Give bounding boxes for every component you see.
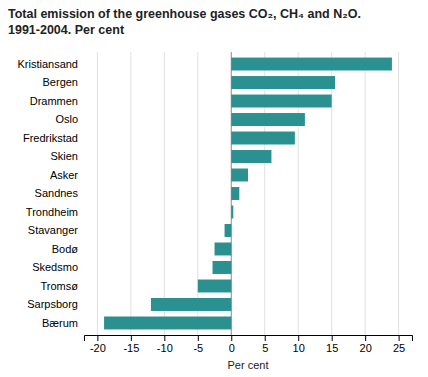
x-tick: 15 <box>326 335 338 354</box>
x-tick: 0 <box>229 335 235 354</box>
y-tick-label: Sarpsborg <box>27 298 78 310</box>
x-tick-mark <box>164 335 165 341</box>
y-tick: Bergen <box>43 76 78 88</box>
grid-line <box>264 52 265 335</box>
bars <box>104 58 392 330</box>
grid-line <box>97 52 98 335</box>
bar <box>231 113 305 126</box>
y-tick-label: Fredrikstad <box>23 132 78 144</box>
x-tick-label: 25 <box>393 342 405 354</box>
chart-title-line: Total emission of the greenhouse gases C… <box>8 7 361 21</box>
bar <box>231 58 392 71</box>
bar <box>231 76 335 89</box>
x-tick: 20 <box>360 335 372 354</box>
x-tick-mark <box>97 335 98 341</box>
x-tick-label: -10 <box>157 342 173 354</box>
y-tick: Sarpsborg <box>27 298 78 310</box>
x-axis: -20 -15 -10 -5 0 5 10 15 20 25 <box>85 335 413 354</box>
y-tick: Trondheim <box>26 206 78 218</box>
x-axis-line <box>85 336 413 342</box>
bar <box>215 243 232 256</box>
grid-line <box>130 52 131 335</box>
bar <box>231 150 271 163</box>
x-tick-label: -20 <box>90 342 106 354</box>
chart-container: Total emission of the greenhouse gases C… <box>0 0 428 377</box>
x-tick: 5 <box>262 335 268 354</box>
x-tick-label: 0 <box>229 342 235 354</box>
grid-line <box>164 52 165 335</box>
plot-area: -20 -15 -10 -5 0 5 10 15 20 25 Kristiansand Bergen D… <box>17 52 412 371</box>
x-tick: -20 <box>90 335 106 354</box>
chart-title-line: 1991-2004. Per cent <box>8 23 125 37</box>
x-tick: -15 <box>123 335 139 354</box>
y-tick-label: Drammen <box>30 95 78 107</box>
bar <box>104 317 231 330</box>
y-tick: Oslo <box>55 113 78 125</box>
y-tick: Asker <box>50 169 78 181</box>
x-tick-label: 10 <box>293 342 305 354</box>
x-tick-label: -5 <box>193 342 203 354</box>
y-tick-label: Tromsø <box>41 280 79 292</box>
y-tick: Stavanger <box>28 224 78 236</box>
grid-line <box>331 52 332 335</box>
bar <box>198 280 231 293</box>
y-tick-label: Oslo <box>55 113 78 125</box>
x-tick: -5 <box>193 335 203 354</box>
bar <box>231 95 331 108</box>
y-tick: Drammen <box>30 95 78 107</box>
grid-line <box>197 52 198 335</box>
y-tick-label: Trondheim <box>26 206 78 218</box>
bar <box>151 298 231 311</box>
x-tick-label: 5 <box>262 342 268 354</box>
x-tick-mark <box>399 335 400 341</box>
y-tick-label: Stavanger <box>28 224 78 236</box>
y-tick: Skedsmo <box>32 261 78 273</box>
y-tick-label: Sandnes <box>35 187 79 199</box>
bar <box>231 132 295 145</box>
y-tick: Sandnes <box>35 187 79 199</box>
bar <box>231 169 248 182</box>
bar <box>231 187 239 200</box>
y-tick-label: Bodø <box>52 243 79 255</box>
y-tick: Skien <box>50 150 78 162</box>
y-tick-label: Skedsmo <box>32 261 78 273</box>
bar <box>213 261 232 274</box>
chart-svg: Total emission of the greenhouse gases C… <box>0 0 428 377</box>
x-tick-mark <box>298 335 299 341</box>
x-tick-label: 20 <box>360 342 372 354</box>
x-axis-title: Per cent <box>228 359 269 371</box>
x-tick-mark <box>365 335 366 341</box>
grid-line <box>398 52 399 335</box>
x-tick-label: -15 <box>123 342 139 354</box>
bar <box>231 206 233 219</box>
bar <box>225 224 232 237</box>
y-tick-label: Bærum <box>42 316 78 328</box>
x-tick-mark <box>332 335 333 341</box>
y-tick-label: Bergen <box>43 76 78 88</box>
y-axis: Kristiansand Bergen Drammen Oslo Fredrikstad… <box>17 58 78 329</box>
grid-line <box>298 52 299 335</box>
y-tick: Bærum <box>42 316 78 328</box>
y-tick-label: Kristiansand <box>17 58 78 70</box>
grid <box>97 52 398 335</box>
x-tick-label: 15 <box>326 342 338 354</box>
x-tick-mark <box>265 335 266 341</box>
y-tick-label: Skien <box>50 150 78 162</box>
x-tick: 10 <box>293 335 305 354</box>
y-tick: Fredrikstad <box>23 132 78 144</box>
y-tick: Kristiansand <box>17 58 78 70</box>
x-tick: -10 <box>157 335 173 354</box>
x-tick-mark <box>131 335 132 341</box>
x-tick: 25 <box>393 335 405 354</box>
x-tick-mark <box>198 335 199 341</box>
y-tick: Tromsø <box>41 280 79 292</box>
y-tick-label: Asker <box>50 169 78 181</box>
x-tick-mark <box>231 335 232 341</box>
y-tick: Bodø <box>52 243 79 255</box>
chart-title: Total emission of the greenhouse gases C… <box>8 7 361 37</box>
grid-line <box>365 52 366 335</box>
